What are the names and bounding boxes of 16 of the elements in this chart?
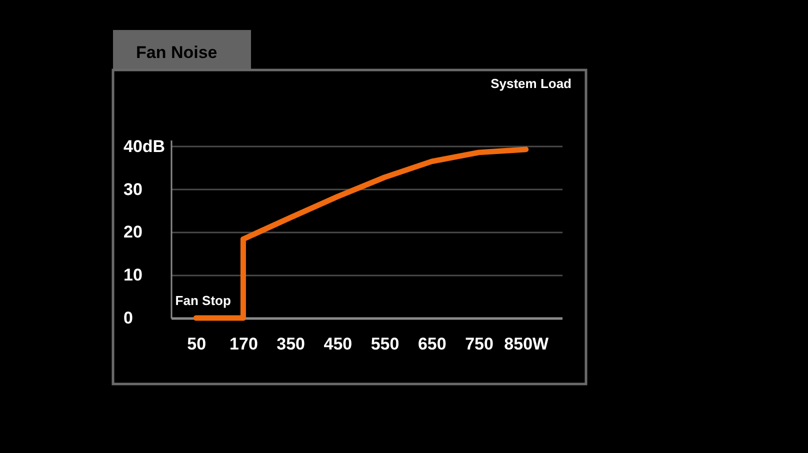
annotation: Fan Stop [175, 293, 231, 308]
x-tick-label: 750 [465, 334, 494, 354]
y-tick-label: 10 [124, 266, 142, 285]
x-tick-label: 650 [418, 334, 446, 354]
x-axis-title: System Load [490, 76, 572, 91]
chart-title: Fan Noise [136, 43, 218, 62]
x-tick-label: 50 [187, 334, 206, 354]
x-tick-label: 170 [230, 334, 258, 354]
y-tick-label: 40dB [124, 136, 166, 156]
x-tick-label: 350 [276, 334, 306, 354]
y-tick-label: 0 [124, 308, 133, 328]
y-tick-label: 20 [124, 222, 142, 242]
x-tick-label: 450 [324, 334, 352, 354]
x-tick-label: 550 [370, 334, 400, 354]
x-tick-label: 850W [504, 334, 550, 354]
y-tick-label: 30 [124, 180, 142, 199]
